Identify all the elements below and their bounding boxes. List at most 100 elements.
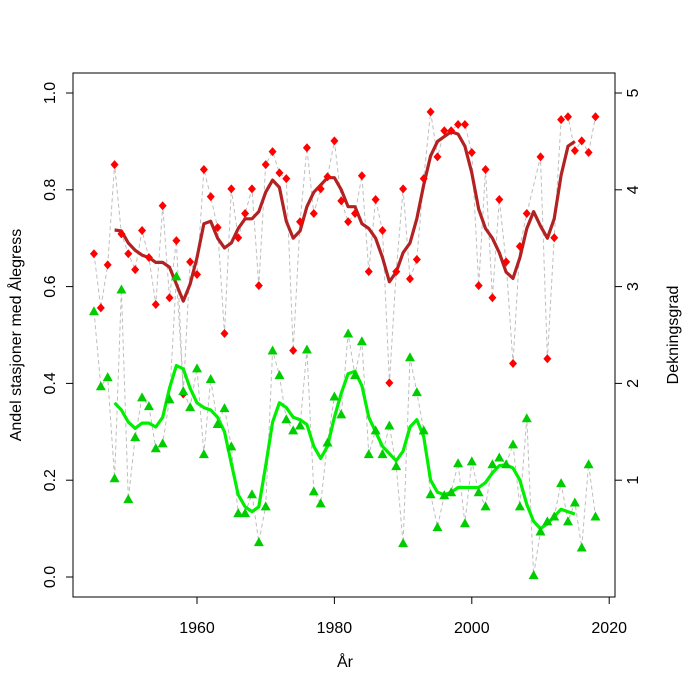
dekningsgrad-point xyxy=(514,501,525,511)
andel-point xyxy=(199,164,208,174)
axes: 1960 1980 2000 2020 0.0 0.2 0.4 0.6 0.8 1.0 1 2 3 4 5 xyxy=(42,82,642,637)
andel-point xyxy=(405,274,414,284)
dekningsgrad-point xyxy=(240,508,251,518)
andel-point xyxy=(344,217,353,227)
dekningsgrad-point xyxy=(411,387,422,397)
smoothed-lines xyxy=(113,130,576,531)
andel-point xyxy=(392,267,401,277)
dekningsgrad-point xyxy=(521,413,532,423)
y-tick-label: 0.6 xyxy=(42,275,59,297)
andel-point xyxy=(206,192,215,202)
y-tick-label: 0.4 xyxy=(42,372,59,394)
dekningsgrad-point xyxy=(150,443,161,453)
andel-point xyxy=(536,152,545,162)
andel-point xyxy=(488,293,497,303)
dekningsgrad-point xyxy=(301,344,312,354)
dekningsgrad-point xyxy=(356,336,367,346)
andel-point xyxy=(557,115,566,125)
dekningsgrad-point xyxy=(308,486,319,496)
andel-point xyxy=(275,168,284,178)
andel-point xyxy=(282,174,291,184)
dekningsgrad-point xyxy=(377,449,388,459)
andel-point xyxy=(351,209,360,219)
andel-point xyxy=(371,194,380,204)
dekningsgrad-point xyxy=(453,458,464,468)
dekningsgrad-point xyxy=(480,501,491,511)
dekningsgrad-point xyxy=(281,414,292,424)
dekningsgrad-point xyxy=(459,518,470,528)
andel-point xyxy=(399,184,408,194)
andel-point xyxy=(481,164,490,174)
dekningsgrad-point xyxy=(246,489,257,499)
andel-point xyxy=(454,119,463,129)
andel-point xyxy=(227,184,236,194)
dekningsgrad-point xyxy=(157,438,168,448)
dekningsgrad-point xyxy=(137,392,148,402)
andel-point xyxy=(261,160,270,170)
x-axis-label: År xyxy=(337,652,354,671)
y-right-tick-label: 3 xyxy=(625,282,642,291)
dekningsgrad-point xyxy=(295,420,306,430)
andel-point xyxy=(213,223,222,233)
andel-point xyxy=(550,233,559,243)
andel-point xyxy=(426,107,435,117)
dekningsgrad-point xyxy=(88,306,99,316)
dekningsgrad-point xyxy=(274,370,285,380)
andel-point xyxy=(447,126,456,136)
andel-point xyxy=(247,184,256,194)
andel-point xyxy=(509,359,518,369)
andel-point xyxy=(144,253,153,263)
dekningsgrad-point xyxy=(542,516,553,526)
y-axis-label: Andel stasjoner med Ålegress xyxy=(6,229,25,442)
dekningsgrad-point xyxy=(143,401,154,411)
andel-point xyxy=(158,201,167,211)
andel-point xyxy=(495,194,504,204)
dekningsgrad-point xyxy=(164,394,175,404)
x-tick-label: 1980 xyxy=(317,620,353,637)
dekningsgrad-point xyxy=(439,490,450,500)
dekningsgrad-point xyxy=(329,391,340,401)
andel-point xyxy=(96,303,105,313)
andel-point xyxy=(337,196,346,206)
dekningsgrad-point xyxy=(178,386,189,396)
x-tick-label: 1960 xyxy=(179,620,215,637)
dekningsgrad-point xyxy=(130,432,141,442)
andel-point xyxy=(385,378,394,388)
andel-point xyxy=(357,171,366,181)
andel-point xyxy=(89,249,98,259)
dekningsgrad-point xyxy=(212,419,223,429)
y-right-tick-label: 4 xyxy=(625,185,642,194)
dekningsgrad-point xyxy=(343,328,354,338)
dekningsgrad-point xyxy=(95,381,106,391)
x-tick-label: 2020 xyxy=(591,620,627,637)
andel-point xyxy=(515,241,524,251)
dekningsgrad-point xyxy=(494,452,505,462)
dekningsgrad-point xyxy=(432,522,443,532)
andel-point xyxy=(241,209,250,219)
andel-point xyxy=(543,354,552,364)
andel-point xyxy=(289,345,298,355)
andel-point xyxy=(591,112,600,122)
y-right-tick-label: 1 xyxy=(625,476,642,485)
dekningsgrad-point xyxy=(473,487,484,497)
raw-line-dekningsgrad xyxy=(93,276,596,576)
dekningsgrad-point xyxy=(562,516,573,526)
y-tick-label: 0.8 xyxy=(42,179,59,201)
dekningsgrad-point xyxy=(528,570,539,580)
dekningsgrad-point xyxy=(590,511,601,521)
y-right-axis-label: Dekningsgrad xyxy=(665,286,682,385)
andel-point xyxy=(172,236,181,246)
andel-point xyxy=(117,229,126,239)
andel-point xyxy=(124,249,133,259)
dekningsgrad-point xyxy=(466,456,477,466)
andel-point xyxy=(234,233,243,243)
dekningsgrad-point xyxy=(260,501,271,511)
dekningsgrad-point xyxy=(205,374,216,384)
dekningsgrad-point xyxy=(336,409,347,419)
andel-point xyxy=(151,300,160,310)
dekningsgrad-point xyxy=(185,402,196,412)
dekningsgrad-point xyxy=(171,271,182,281)
andel-point xyxy=(186,257,195,267)
dekningsgrad-point xyxy=(288,425,299,435)
